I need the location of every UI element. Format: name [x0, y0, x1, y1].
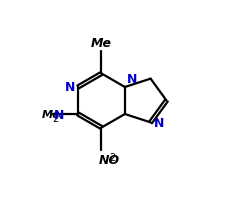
Text: N: N [65, 81, 76, 94]
Text: Me: Me [42, 109, 61, 119]
Text: 2: 2 [52, 113, 58, 123]
Text: Me: Me [91, 37, 112, 50]
Text: N: N [153, 116, 164, 129]
Text: N: N [127, 73, 137, 86]
Text: NO: NO [99, 153, 120, 166]
Text: N: N [54, 108, 64, 121]
Text: 2: 2 [109, 153, 115, 162]
